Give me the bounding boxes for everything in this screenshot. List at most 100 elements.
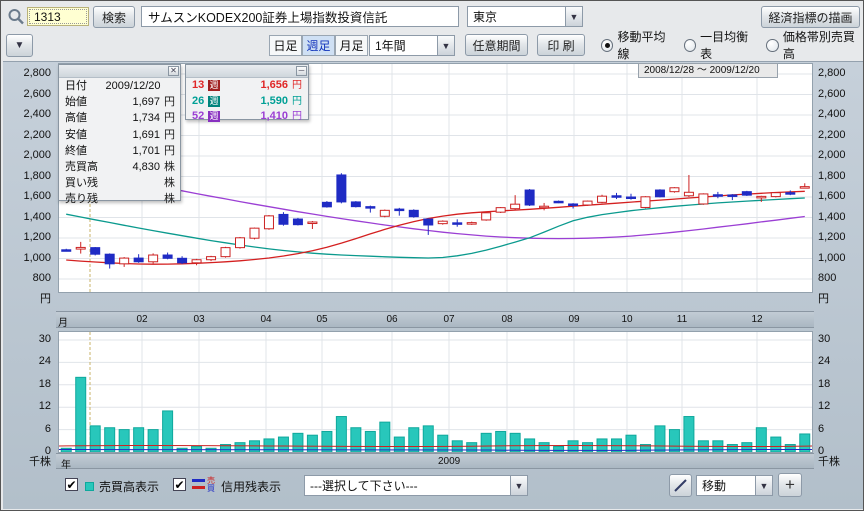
candle-down (408, 209, 419, 218)
candle-up (191, 259, 202, 264)
volume-bar (292, 432, 304, 453)
zoom-in-button[interactable]: + (778, 473, 802, 497)
volume-display-label: 売買高表示 (99, 480, 160, 494)
volume-unit-right: 千株 (818, 456, 840, 468)
volume-tick-right: 0 (818, 445, 825, 457)
search-button[interactable]: 検索 (93, 6, 135, 28)
ma-legend-box: ─ 13 週 1,656 円 26 週 1,590 円 52 週 1,410 円 (185, 64, 309, 123)
exchange-select[interactable]: 東京 ▼ (467, 6, 583, 27)
security-name-field[interactable]: サムスンKODEX200証券上場指数投資信託 (141, 6, 459, 27)
volume-tick-right: 24 (818, 355, 831, 368)
radio-icon[interactable] (766, 38, 779, 52)
draw-mode-select[interactable]: 移動 ▼ (696, 475, 773, 496)
volume-bar (741, 442, 753, 453)
candle-down (712, 194, 723, 197)
candle-up (539, 205, 550, 209)
candle-down (162, 254, 173, 259)
candle-up (640, 196, 651, 208)
close-icon[interactable]: ✕ (168, 66, 179, 76)
volume-bar (654, 425, 666, 453)
candle-down (90, 247, 101, 255)
credit-display-checkbox[interactable]: ✔ (173, 477, 186, 492)
minimize-icon[interactable]: ─ (296, 66, 307, 76)
quote-info-row: 始値 1,697 円 (65, 96, 175, 109)
candle-up (249, 227, 260, 239)
candle-down (321, 201, 332, 208)
candle-down (625, 196, 636, 199)
volume-bar (422, 425, 434, 453)
quote-info-row: 日付 2009/12/20 (65, 80, 161, 92)
volume-display-checkbox[interactable]: ✔ (65, 477, 78, 492)
volume-tick-left: 12 (38, 400, 51, 413)
volume-bar (553, 445, 565, 453)
candle-down (785, 192, 796, 195)
draw-line-tool-button[interactable] (669, 474, 692, 497)
volume-tick-right: 12 (818, 400, 831, 413)
volume-bar (104, 427, 116, 453)
chevron-down-icon[interactable]: ▼ (565, 6, 583, 27)
price-tick-left: 2,600 (23, 87, 51, 100)
radio-moving-average[interactable]: 移動平均線 (601, 28, 675, 62)
volume-tick-right: 30 (818, 333, 831, 345)
candle-down (741, 191, 752, 196)
volume-bar (350, 427, 362, 453)
price-tick-right: 2,000 (818, 149, 846, 161)
candle-down (553, 200, 564, 204)
range-select[interactable]: 1年間 ▼ (369, 35, 455, 56)
candle-up (235, 237, 246, 249)
symbol-input[interactable]: 1313 (27, 7, 89, 26)
ma-legend-row: 26 週 1,590 円 (192, 94, 302, 107)
radio-ichimoku[interactable]: 一目均衡表 (683, 28, 758, 62)
candle-down (61, 249, 72, 252)
candle-down (350, 201, 361, 208)
price-tick-right: 1,800 (818, 169, 846, 182)
radio-selected-icon[interactable] (601, 38, 614, 52)
candle-up (148, 254, 159, 263)
quote-info-row: 終値 1,701 円 (65, 144, 175, 157)
chevron-down-icon[interactable]: ▼ (755, 475, 773, 496)
ma-legend-titlebar[interactable]: ─ (186, 65, 308, 78)
custom-period-button[interactable]: 任意期間 (465, 34, 528, 56)
economic-indicator-button[interactable]: 経済指標の描画 (761, 6, 860, 28)
volume-bar (248, 440, 260, 453)
candle-down (394, 208, 405, 212)
candle-up (756, 195, 767, 199)
candle-down (365, 206, 376, 209)
security-name: サムスンKODEX200証券上場指数投資信託 (148, 11, 388, 25)
chevron-down-icon[interactable]: ▼ (510, 475, 528, 496)
volume-unit-left: 千株 (29, 456, 51, 468)
plus-icon: + (785, 475, 795, 494)
radio-volume-by-price[interactable]: 価格帯別売買高 (766, 28, 863, 62)
tab-weekly[interactable]: 週足 (302, 35, 335, 56)
candle-up (437, 220, 448, 225)
ma-legend-row: 13 週 1,656 円 (192, 79, 302, 92)
candle-down (524, 189, 535, 206)
ma-legend-rows: 13 週 1,656 円 26 週 1,590 円 52 週 1,410 円 (186, 78, 308, 125)
price-tick-left: 1,200 (23, 231, 51, 243)
candle-down (568, 203, 579, 206)
candle-up (75, 246, 86, 250)
ma13-line (66, 190, 805, 265)
price-unit-left: 円 (40, 293, 51, 305)
quote-info-titlebar[interactable]: ✕ (59, 65, 180, 78)
volume-chart-plot[interactable] (58, 331, 813, 453)
print-button[interactable]: 印 刷 (537, 34, 585, 56)
candle-up (510, 203, 521, 210)
radio-icon[interactable] (683, 38, 697, 52)
tab-monthly[interactable]: 月足 (335, 35, 368, 56)
date-range-box: 2008/12/28 ～ 2009/12/20 (638, 63, 778, 78)
indicator-select[interactable]: ---選択して下さい--- ▼ (304, 475, 528, 496)
symbol-history-dropdown-button[interactable]: ▼ (6, 34, 33, 57)
candle-down (133, 257, 144, 263)
candle-down (104, 253, 115, 265)
candle-down (727, 194, 738, 197)
chevron-down-icon[interactable]: ▼ (437, 35, 455, 56)
candle-up (206, 256, 217, 261)
tab-daily[interactable]: 日足 (269, 35, 302, 56)
price-chart-plot[interactable] (58, 63, 813, 293)
range-value: 1年間 (369, 35, 437, 56)
volume-bar (495, 430, 507, 453)
candle-up (698, 193, 709, 205)
price-tick-right: 1,200 (818, 231, 846, 243)
